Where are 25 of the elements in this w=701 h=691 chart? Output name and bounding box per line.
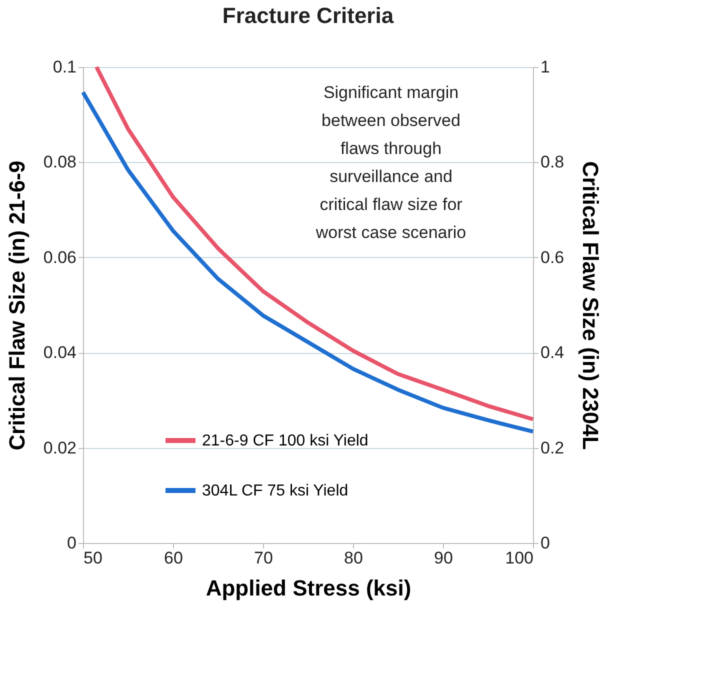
chart-title: Fracture Criteria <box>222 3 394 28</box>
y-tick-label: 0.08 <box>43 152 76 172</box>
y-tick-label: 0 <box>67 534 76 552</box>
y2-tick-label: 0.2 <box>540 438 564 458</box>
legend-label: 21-6-9 CF 100 ksi Yield <box>202 432 368 450</box>
y-tick-label: 0.02 <box>43 438 76 458</box>
annotation: Significant margin between observed flaws through surveillance and critical flaw size for worst case scenario <box>314 83 466 242</box>
y-tick-label: 0.06 <box>43 248 76 267</box>
y-tick-label: 0.04 <box>43 343 76 362</box>
x-tick-label: 60 <box>164 548 183 568</box>
x-axis-title: Applied Stress (ksi) <box>206 576 412 600</box>
legend-label: 304L CF 75 ksi Yield <box>202 482 348 500</box>
x-tick-label: 90 <box>434 548 453 568</box>
y-tick-label: 0.1 <box>52 58 76 76</box>
x-tick-label: 100 <box>505 548 534 568</box>
y2-tick-label: 0.6 <box>540 248 564 267</box>
y2-tick-label: 1 <box>540 58 550 76</box>
y2-tick-label: 0 <box>540 534 550 552</box>
x-tick-label: 80 <box>344 548 363 568</box>
y2-tick-label: 0.8 <box>540 152 564 172</box>
y2-axis-title: Critical Flaw Size (in) 2304L <box>578 161 604 450</box>
y2-tick-label: 0.4 <box>540 343 564 362</box>
x-tick-label: 70 <box>254 548 273 568</box>
y-axis-title: Critical Flaw Size (in) 21-6-9 <box>4 160 30 450</box>
x-tick-label: 50 <box>84 548 102 568</box>
